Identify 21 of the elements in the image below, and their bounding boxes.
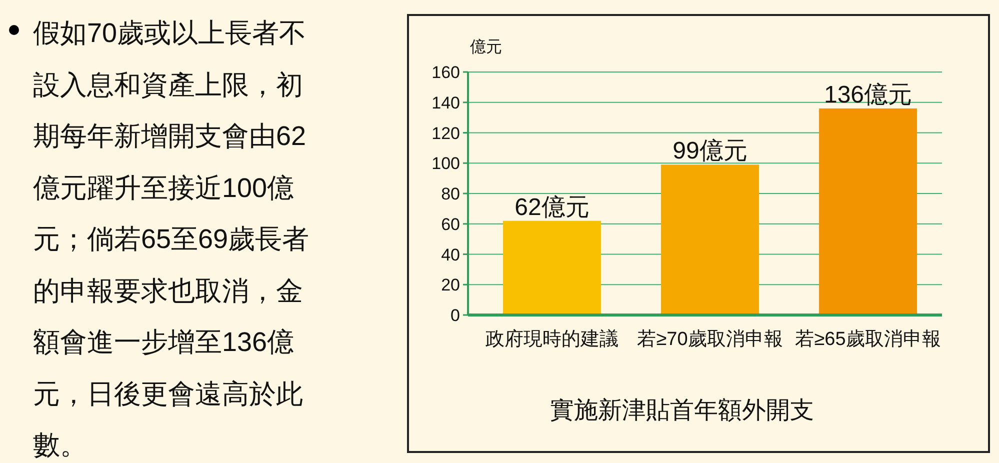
bar: [819, 108, 917, 315]
y-tick-label: 20: [441, 276, 460, 295]
y-tick-label: 100: [432, 154, 460, 174]
y-tick-label: 160: [432, 63, 460, 82]
text: 假如70歲或以上長者不設入息和資產上限，初期每年新增開支會由62億元躍升至接近100億元；倘若65至69歲長者的申報要求也取消，金額會進一步增至136億元，日後更會遠高於此數。: [33, 18, 310, 460]
y-tick-label: 60: [441, 214, 460, 234]
y-axis-title: 億元: [470, 38, 502, 56]
x-tick-label: 政府現時的建議: [486, 328, 618, 350]
x-tick-label: 若≥70歲取消申報: [637, 329, 783, 350]
bar: [503, 220, 601, 315]
bar: [661, 164, 759, 315]
data-label: 62億元: [514, 194, 590, 221]
y-tick-label: 120: [432, 124, 460, 143]
data-label: 99億元: [672, 138, 748, 165]
x-tick-label: 若≥65歲取消申報: [795, 329, 941, 350]
y-tick-label: 40: [441, 245, 460, 264]
y-tick-label: 140: [432, 93, 460, 112]
data-label: 136億元: [824, 81, 912, 108]
text: 實施新津貼首年額外開支: [550, 397, 814, 424]
y-tick-label: 80: [441, 184, 460, 204]
y-tick-label: 0: [450, 306, 460, 325]
